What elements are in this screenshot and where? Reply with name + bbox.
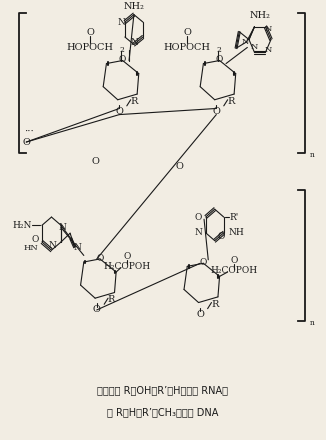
Text: N: N <box>195 228 202 237</box>
Text: R: R <box>130 97 138 106</box>
Text: N: N <box>242 38 249 46</box>
Text: n: n <box>310 151 315 159</box>
Text: O: O <box>213 107 220 116</box>
Text: O: O <box>119 55 126 64</box>
Text: O: O <box>194 213 202 222</box>
Text: 式中，若 R＝OH，R’＝H，则为 RNA；: 式中，若 R＝OH，R’＝H，则为 RNA； <box>97 385 229 396</box>
Text: N: N <box>265 46 273 54</box>
Text: O: O <box>93 305 101 315</box>
Text: N: N <box>48 242 56 250</box>
Text: O: O <box>96 253 104 263</box>
Text: H₂COPOH: H₂COPOH <box>211 266 258 275</box>
Text: O: O <box>124 252 131 261</box>
Text: N: N <box>118 18 126 26</box>
Text: R: R <box>211 300 218 309</box>
Text: O: O <box>23 138 31 147</box>
Text: O: O <box>217 232 225 241</box>
Text: R: R <box>227 97 235 106</box>
Text: O: O <box>196 310 204 319</box>
Text: HOPOCH: HOPOCH <box>164 43 211 52</box>
Text: NH₂: NH₂ <box>249 11 270 20</box>
Text: O: O <box>86 28 94 37</box>
Text: N: N <box>265 25 273 33</box>
Text: R': R' <box>230 213 239 222</box>
Text: R: R <box>108 295 115 304</box>
Text: 2: 2 <box>216 46 221 54</box>
Text: N: N <box>74 242 82 252</box>
Text: N: N <box>251 43 258 51</box>
Text: NH: NH <box>229 228 244 237</box>
Text: H₂COPOH: H₂COPOH <box>104 262 151 271</box>
Text: O: O <box>32 235 39 244</box>
Text: O: O <box>183 28 191 37</box>
Text: HOPOCH: HOPOCH <box>67 43 114 52</box>
Text: O: O <box>230 256 238 265</box>
Text: NH₂: NH₂ <box>124 2 144 11</box>
Text: n: n <box>310 319 315 327</box>
Text: O: O <box>200 258 207 267</box>
Text: O: O <box>175 161 183 171</box>
Text: O: O <box>115 107 123 116</box>
Text: N: N <box>59 223 67 232</box>
Text: N: N <box>131 38 139 47</box>
Text: O: O <box>216 55 223 64</box>
Text: O: O <box>91 157 99 166</box>
Text: H₂N: H₂N <box>12 221 32 230</box>
Text: 2: 2 <box>119 46 124 54</box>
Text: ···: ··· <box>24 127 34 136</box>
Text: 若 R＝H，R’＝CH₃，则为 DNA: 若 R＝H，R’＝CH₃，则为 DNA <box>107 407 219 418</box>
Text: HN: HN <box>23 245 38 253</box>
